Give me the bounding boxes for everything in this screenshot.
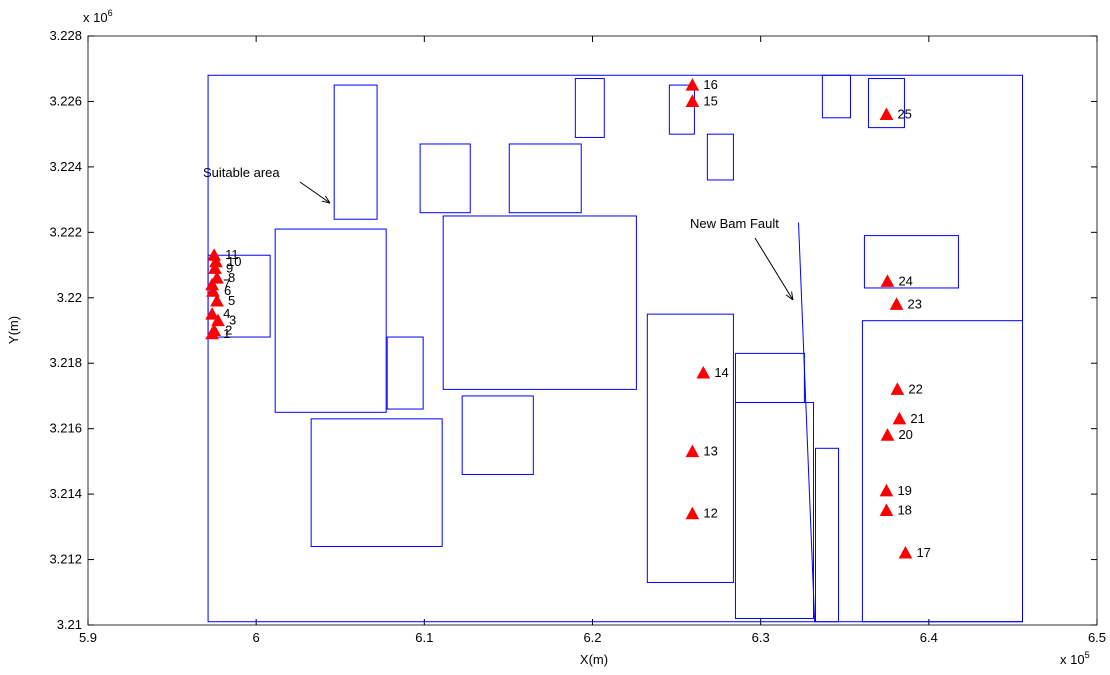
point-label: 21	[910, 411, 924, 426]
point-label: 12	[703, 506, 717, 521]
point-label: 14	[714, 365, 728, 380]
point-label: 11	[225, 247, 239, 262]
area-rect	[419, 143, 471, 214]
area-rect	[333, 84, 378, 220]
point-label: 17	[916, 545, 930, 560]
fault-line	[798, 222, 816, 622]
point-label: 8	[228, 270, 235, 285]
point-label: 1	[223, 326, 230, 341]
point	[898, 545, 913, 559]
point-label: 7	[223, 277, 230, 292]
point	[208, 261, 222, 274]
point	[211, 313, 225, 327]
x-tick-label: 6	[253, 630, 260, 645]
y-tick-label: 3.212	[49, 552, 82, 567]
point	[207, 323, 221, 336]
point	[685, 444, 700, 458]
y-axis-label: Y(m)	[6, 316, 21, 344]
area-rect	[461, 395, 534, 475]
area-rect	[668, 84, 695, 135]
point-label: 6	[224, 283, 231, 298]
y-tick-label: 3.22	[57, 290, 82, 305]
area-rect	[574, 78, 605, 138]
point-label: 15	[703, 93, 717, 108]
area-rect	[821, 74, 851, 119]
y-tick-label: 3.226	[49, 93, 82, 108]
point-label: 3	[229, 313, 236, 328]
area-rect	[386, 336, 424, 410]
plot-area	[87, 35, 1098, 626]
point-label: 22	[908, 381, 922, 396]
y-tick-label: 3.228	[49, 28, 82, 43]
point	[210, 271, 224, 284]
area-rect	[442, 215, 637, 390]
area-rect	[814, 447, 840, 623]
x-tick-label: 6.2	[583, 630, 601, 645]
y-tick-label: 3.224	[49, 159, 82, 174]
annotation: New Bam Fault	[690, 216, 779, 231]
area-rect	[861, 320, 1024, 623]
x-exponent: x 105	[1060, 650, 1090, 667]
point	[879, 107, 894, 121]
point-label: 4	[223, 306, 230, 321]
point	[880, 428, 895, 441]
point-label: 23	[908, 296, 922, 311]
area-rect	[310, 418, 443, 547]
y-tick-label: 3.214	[49, 486, 82, 501]
point-label: 19	[897, 483, 911, 498]
area-rect	[706, 133, 734, 181]
x-tick-label: 5.9	[79, 630, 97, 645]
area-rect	[274, 228, 387, 413]
point	[205, 307, 219, 320]
point	[205, 277, 219, 291]
y-tick-label: 3.216	[49, 421, 82, 436]
point-label: 5	[228, 293, 235, 308]
point-label: 2	[225, 323, 232, 338]
area-rect	[867, 78, 905, 129]
x-tick-label: 6.1	[415, 630, 433, 645]
point	[879, 483, 894, 497]
point	[892, 411, 907, 425]
point-label: 16	[703, 77, 717, 92]
point	[685, 506, 700, 520]
area-rect	[863, 235, 959, 289]
point	[206, 284, 220, 297]
y-tick-label: 3.222	[49, 224, 82, 239]
point	[207, 248, 221, 261]
area-rect	[646, 313, 734, 583]
x-tick-label: 6.3	[752, 630, 770, 645]
x-tick-label: 6.4	[920, 630, 938, 645]
point	[879, 503, 894, 516]
annotation-arrow	[299, 181, 330, 203]
point-label: 18	[897, 502, 911, 517]
point	[889, 297, 904, 310]
y-tick-label: 3.218	[49, 355, 82, 370]
point	[209, 254, 223, 268]
area-rect	[734, 401, 814, 619]
x-axis-label: X(m)	[580, 652, 608, 667]
area-rect	[508, 143, 582, 214]
annotation: Suitable area	[203, 165, 280, 180]
point	[890, 382, 905, 395]
point	[880, 274, 895, 287]
x-tick-label: 6.5	[1088, 630, 1106, 645]
point-label: 20	[898, 427, 912, 442]
y-exponent: x 106	[83, 8, 113, 25]
annotation-arrow	[754, 237, 793, 300]
point	[696, 365, 711, 379]
point-label: 25	[897, 107, 911, 122]
point-label: 9	[226, 260, 233, 275]
point-label: 24	[898, 273, 912, 288]
y-tick-label: 3.21	[57, 617, 82, 632]
point	[685, 94, 700, 107]
point-label: 13	[703, 444, 717, 459]
point-label: 10	[227, 254, 241, 269]
point	[210, 294, 224, 307]
point	[685, 78, 700, 91]
